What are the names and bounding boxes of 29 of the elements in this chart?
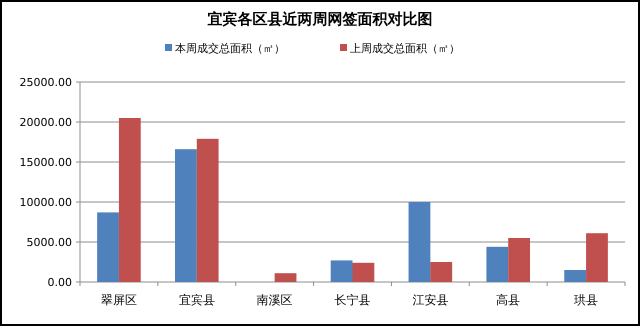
- x-tick-label: 长宁县: [334, 293, 370, 307]
- y-tick-label: 25000.00: [20, 76, 72, 89]
- x-tick-label: 珙县: [574, 293, 598, 307]
- chart-title: 宜宾各区县近两周网签面积对比图: [208, 10, 432, 28]
- x-tick-label: 南溪区: [256, 293, 293, 307]
- x-tick-label: 江安县: [412, 293, 448, 307]
- bar: [174, 149, 197, 282]
- bar: [118, 118, 141, 282]
- bar: [274, 273, 296, 282]
- bar: [196, 138, 219, 282]
- y-tick-label: 15000.00: [20, 156, 72, 169]
- x-tick-label: 翠屏区: [100, 293, 137, 307]
- y-tick-label: 10000.00: [20, 196, 72, 209]
- bar: [586, 233, 608, 282]
- bar: [97, 212, 119, 282]
- bar: [430, 262, 452, 282]
- bar: [486, 246, 508, 282]
- legend-label: 本周成交总面积（㎡）: [175, 42, 285, 55]
- bar: [508, 238, 530, 282]
- bar: [352, 262, 374, 282]
- bar: [408, 202, 430, 282]
- y-tick-label: 0.00: [48, 276, 72, 289]
- y-tick-label: 20000.00: [20, 116, 72, 129]
- x-tick-label: 高县: [496, 293, 520, 307]
- x-tick-label: 宜宾县: [178, 293, 215, 307]
- bar: [330, 260, 352, 282]
- y-tick-label: 5000.00: [26, 236, 72, 249]
- legend-label: 上周成交总面积（㎡）: [350, 42, 460, 55]
- bar: [564, 270, 586, 282]
